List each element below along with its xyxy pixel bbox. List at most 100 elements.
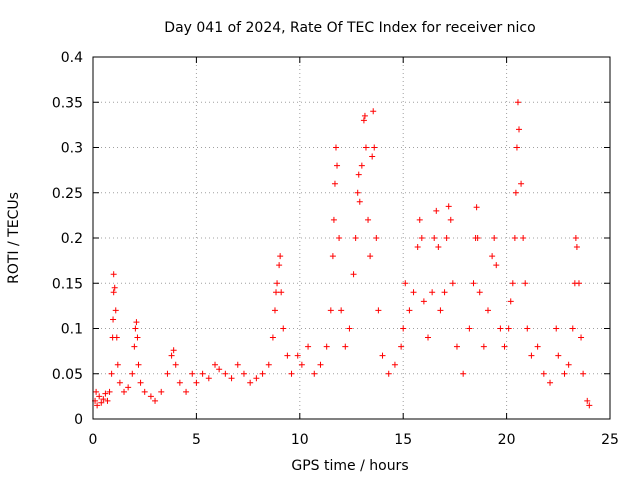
data-point — [547, 379, 554, 386]
data-point — [491, 235, 498, 241]
data-point — [425, 334, 432, 341]
data-point — [104, 397, 111, 404]
data-point — [443, 235, 450, 241]
data-point — [406, 307, 413, 314]
data-point — [278, 289, 285, 296]
data-point — [183, 388, 190, 395]
grid-lines — [93, 57, 610, 419]
data-point — [358, 162, 365, 169]
data-point — [96, 393, 103, 400]
data-point — [134, 334, 141, 341]
data-point — [507, 298, 514, 305]
data-point — [110, 271, 117, 278]
data-point — [93, 388, 100, 395]
data-point — [513, 144, 520, 151]
data-point — [453, 343, 460, 350]
data-point — [137, 379, 144, 386]
data-point — [265, 361, 272, 368]
data-point — [501, 343, 508, 350]
data-point — [474, 235, 481, 241]
y-tick-label: 0.2 — [61, 231, 83, 247]
data-point — [152, 397, 159, 404]
data-point — [110, 289, 117, 296]
data-point — [379, 352, 386, 359]
data-point — [147, 393, 154, 400]
data-point — [111, 284, 118, 291]
data-point — [274, 280, 281, 287]
data-point — [259, 370, 266, 377]
data-point — [158, 388, 165, 395]
data-points — [92, 99, 593, 409]
data-point — [273, 289, 280, 296]
data-point — [370, 108, 377, 115]
data-point — [391, 361, 398, 368]
x-tick-label: 0 — [89, 432, 98, 448]
x-tick-label: 15 — [394, 432, 412, 448]
data-point — [354, 189, 361, 196]
data-point — [497, 325, 504, 332]
data-point — [133, 319, 140, 326]
data-point — [435, 244, 442, 251]
data-point — [516, 126, 523, 133]
data-point — [470, 280, 477, 287]
data-point — [575, 280, 582, 287]
data-point — [346, 325, 353, 332]
data-point — [352, 235, 359, 241]
data-point — [131, 343, 138, 350]
data-point — [135, 361, 142, 368]
data-point — [580, 370, 587, 377]
data-point — [350, 271, 357, 278]
data-point — [362, 144, 369, 151]
data-point — [110, 316, 117, 323]
data-point — [129, 370, 136, 377]
data-point — [276, 262, 283, 269]
data-point — [418, 235, 425, 241]
data-point — [373, 235, 380, 241]
data-point — [447, 216, 454, 223]
data-point — [398, 343, 405, 350]
y-tick-label: 0.1 — [61, 322, 83, 338]
data-point — [338, 307, 345, 314]
y-tick-label: 0 — [74, 412, 83, 428]
y-tick-label: 0.05 — [52, 367, 83, 383]
data-point — [327, 307, 334, 314]
data-point — [212, 361, 219, 368]
data-point — [437, 307, 444, 314]
data-point — [199, 370, 206, 377]
data-point — [121, 388, 128, 395]
data-point — [294, 352, 301, 359]
data-point — [141, 388, 148, 395]
data-point — [298, 361, 305, 368]
data-point — [520, 235, 527, 241]
data-point — [100, 396, 107, 403]
data-point — [108, 370, 115, 377]
data-point — [170, 347, 177, 354]
y-tick-label: 0.3 — [61, 141, 83, 157]
data-point — [489, 253, 496, 260]
data-point — [445, 203, 452, 210]
data-point — [342, 343, 349, 350]
data-point — [514, 99, 521, 106]
data-point — [193, 379, 200, 386]
data-point — [331, 180, 338, 187]
data-point — [553, 325, 560, 332]
data-point — [112, 307, 119, 314]
data-point — [586, 402, 593, 409]
data-point — [565, 361, 572, 368]
x-tick-label: 20 — [498, 432, 516, 448]
data-point — [280, 325, 287, 332]
data-point — [449, 280, 456, 287]
data-point — [113, 334, 120, 341]
data-point — [429, 289, 436, 296]
data-point — [98, 399, 105, 406]
y-tick-label: 0.15 — [52, 276, 83, 292]
data-point — [509, 280, 516, 287]
data-point — [480, 343, 487, 350]
data-point — [420, 298, 427, 305]
data-point — [216, 366, 223, 373]
data-point — [102, 390, 109, 397]
data-point — [323, 343, 330, 350]
data-point — [356, 198, 363, 205]
data-point — [247, 379, 254, 386]
